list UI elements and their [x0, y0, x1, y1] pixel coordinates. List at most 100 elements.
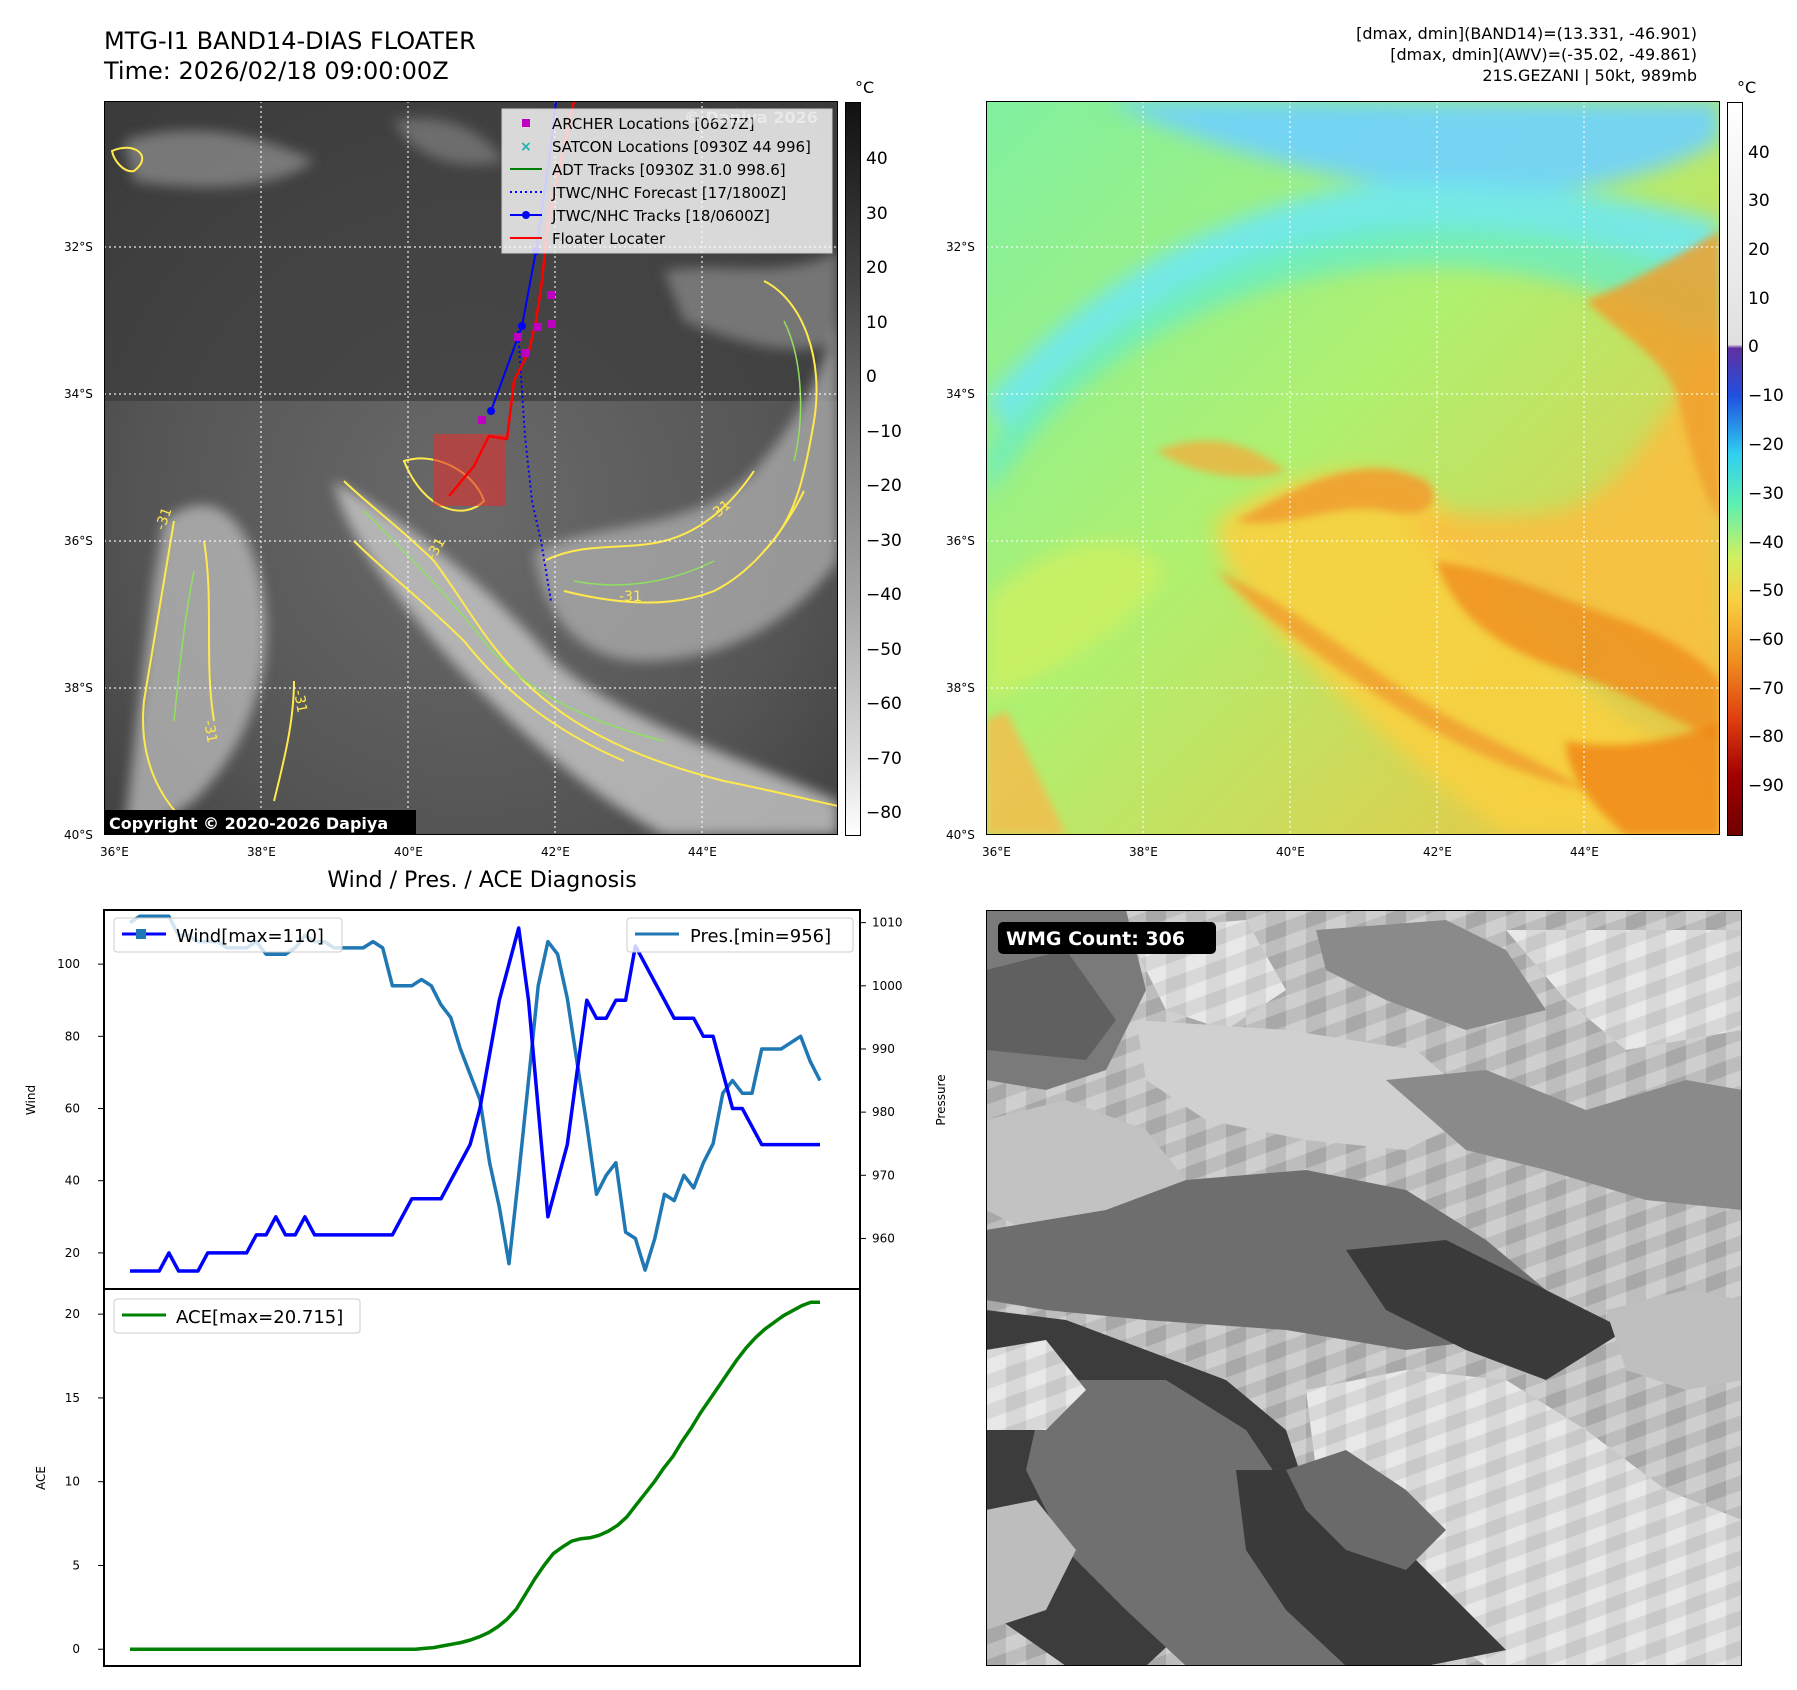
legend-jtwc-forecast: JTWC/NHC Forecast [17/1800Z]: [551, 184, 786, 202]
ir-lon-label-38: 38°E: [247, 845, 276, 859]
wind-legend: Wind[max=110]: [113, 917, 343, 953]
awv-bands: [986, 231, 1720, 835]
ir-cbar-tick: −70: [866, 749, 902, 769]
ace-tick-label: 10: [65, 1475, 80, 1489]
ir-colorbar-ticks: 40 30 20 10 0 −10 −20 −30 −40 −50 −60 −7…: [866, 149, 902, 823]
ace-tick-label: 20: [65, 1307, 80, 1321]
ace-legend-label: ACE[max=20.715]: [176, 1307, 343, 1328]
ir-lat-label-32: 32°S: [64, 240, 93, 254]
ir-cbar-tick: −50: [866, 640, 902, 660]
wmg-panel: WMG Count: 306: [986, 910, 1742, 1666]
contour-label-3: -31: [619, 589, 642, 605]
ace-tick-label: 15: [65, 1391, 80, 1405]
ace-tick-label: 0: [72, 1642, 80, 1656]
awv-cbar-tick: −90: [1748, 776, 1784, 796]
ir-colorbar: [845, 102, 861, 836]
ir-lat-label-34: 34°S: [64, 387, 93, 401]
ir-lon-label-42: 42°E: [541, 845, 570, 859]
awv-cbar-tick: −60: [1748, 630, 1784, 650]
wind-tick-label: 80: [65, 1029, 80, 1043]
awv-panel: [986, 101, 1720, 835]
ir-cbar-tick: −20: [866, 476, 902, 496]
pressure-tick-label: 980: [872, 1105, 895, 1119]
awv-lat-label-32: 32°S: [946, 240, 975, 254]
awv-cbar-tick: −10: [1748, 386, 1784, 406]
pressure-legend-label: Pres.[min=956]: [690, 926, 831, 947]
wind-tick-label: 20: [65, 1246, 80, 1260]
awv-lat-label-36: 36°S: [946, 534, 975, 548]
figure-time: Time: 2026/02/18 09:00:00Z: [104, 57, 449, 85]
ir-lon-label-36: 36°E: [100, 845, 129, 859]
ace-series-line: [130, 1300, 820, 1651]
awv-lon-label-36: 36°E: [982, 845, 1011, 859]
archer-points: [478, 291, 556, 424]
ir-legend: ARCHER Locations [0627Z] × SATCON Locati…: [501, 108, 833, 254]
wmg-blocks: [986, 910, 1742, 1666]
awv-cbar-tick: −80: [1748, 727, 1784, 747]
ir-gridlines: [104, 101, 838, 835]
awv-colorbar-unit: °C: [1737, 78, 1757, 97]
wind-legend-label: Wind[max=110]: [176, 926, 324, 947]
ir-cloud-bands: [124, 118, 838, 835]
awv-cbar-tick: −70: [1748, 679, 1784, 699]
ir-cbar-tick: −40: [866, 585, 902, 605]
ir-lat-label-40: 40°S: [64, 828, 93, 842]
copyright-text: Copyright © 2020-2026 Dapiya: [109, 814, 388, 833]
ir-panel: -31 -31 -31 -31 -31 -31 ARCHER Locations…: [104, 101, 838, 835]
wind-tick-label: 100: [57, 957, 80, 971]
ir-cbar-tick: −60: [866, 694, 902, 714]
legend-adt: ADT Tracks [0930Z 31.0 998.6]: [552, 161, 786, 179]
legend-jtwc-tracks: JTWC/NHC Tracks [18/0600Z]: [551, 207, 770, 225]
pressure-axis-label: Pressure: [934, 1074, 948, 1125]
wind-pressure-chart: 20 40 60 80 100 960 970 980 990 1000 1010 0 5 10 15 2…: [24, 909, 948, 1667]
ir-lon-label-40: 40°E: [394, 845, 423, 859]
figure-title: MTG-I1 BAND14-DIAS FLOATER: [104, 27, 476, 55]
awv-cbar-tick: −40: [1748, 533, 1784, 553]
pressure-tick-label: 970: [872, 1168, 895, 1182]
legend-satcon: SATCON Locations [0930Z 44 996]: [552, 138, 811, 156]
copyright-box: [104, 810, 416, 835]
ir-contours-yellow: [110, 146, 838, 822]
ir-cbar-tick: 10: [866, 313, 888, 333]
awv-cbar-tick: 0: [1748, 337, 1759, 357]
ir-lon-label-44: 44°E: [688, 845, 717, 859]
awv-gridlines: [986, 101, 1720, 835]
awv-cbar-tick: −20: [1748, 435, 1784, 455]
awv-lat-label-38: 38°S: [946, 681, 975, 695]
ir-cbar-tick: 40: [866, 149, 888, 169]
ace-legend: ACE[max=20.715]: [113, 1298, 361, 1334]
diagnosis-title: Wind / Pres. / ACE Diagnosis: [327, 868, 637, 893]
ir-colorbar-unit: °C: [855, 78, 875, 97]
contour-label-6: -31: [290, 689, 310, 714]
pressure-tick-label: 990: [872, 1042, 895, 1056]
awv-lon-label-44: 44°E: [1570, 845, 1599, 859]
ace-axis-label: ACE: [34, 1466, 48, 1490]
pressure-tick-label: 1000: [872, 979, 903, 993]
wmg-count-label: WMG Count: 306: [1006, 928, 1185, 950]
pressure-tick-label: 960: [872, 1231, 895, 1245]
awv-cbar-tick: −50: [1748, 581, 1784, 601]
ir-cbar-tick: 0: [866, 367, 877, 387]
ir-lat-label-38: 38°S: [64, 681, 93, 695]
svg-text:×: ×: [520, 139, 532, 155]
pressure-tick-label: 1010: [872, 916, 903, 930]
ir-contours-green: [173, 320, 802, 742]
awv-cbar-tick: 10: [1748, 289, 1770, 309]
legend-floater: Floater Locater: [552, 230, 666, 248]
pressure-legend: Pres.[min=956]: [626, 917, 854, 953]
awv-cbar-tick: 40: [1748, 143, 1770, 163]
awv-lat-label-34: 34°S: [946, 387, 975, 401]
awv-lon-label-38: 38°E: [1129, 845, 1158, 859]
awv-lon-label-40: 40°E: [1276, 845, 1305, 859]
awv-cbar-tick: −30: [1748, 484, 1784, 504]
awv-cbar-tick: 30: [1748, 191, 1770, 211]
watermark: © Dapiya 2026: [684, 108, 818, 127]
jtwc-forecast-track: [517, 330, 552, 602]
contour-label-5: -31: [200, 719, 220, 744]
wmg-label-box: [998, 922, 1216, 954]
wind-series-line: [130, 926, 820, 1273]
wind-tick-label: 40: [65, 1174, 80, 1188]
dmax-awv: [dmax, dmin](AWV)=(-35.02, -49.861): [1390, 45, 1697, 64]
dmax-band14: [dmax, dmin](BAND14)=(13.331, -46.901): [1356, 24, 1697, 43]
wind-tick-label: 60: [65, 1102, 80, 1116]
